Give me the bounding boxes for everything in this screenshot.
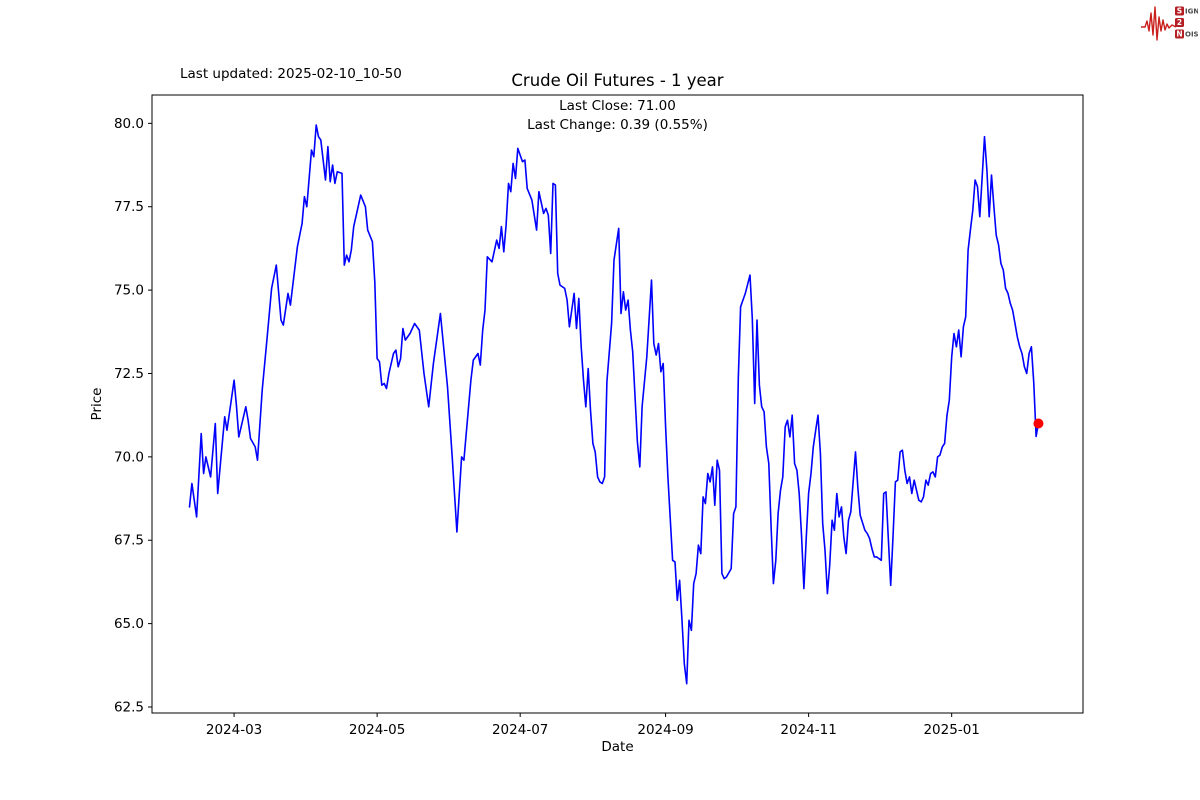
logo-box-n: [1175, 29, 1184, 39]
chart-title: Crude Oil Futures - 1 year: [511, 71, 724, 90]
logo-text: S IGNAL 2 N OISE: [1175, 6, 1198, 39]
y-tick-label: 75.0: [114, 283, 144, 299]
plot-frame: [151, 94, 1084, 714]
price-line: [188, 124, 1040, 685]
x-tick-label: 2024-09: [637, 722, 693, 738]
x-tick-label: 2024-03: [206, 722, 262, 738]
chart-subtitle-last-change: Last Change: 0.39 (0.55%): [527, 117, 708, 133]
x-axis-label: Date: [601, 739, 634, 755]
logo-letter-2: 2: [1177, 18, 1182, 27]
y-axis-label: Price: [89, 387, 105, 421]
y-tick-label: 62.5: [114, 699, 144, 715]
ekg-waveform-icon: [1141, 6, 1177, 41]
logo-box-s: [1175, 6, 1184, 16]
y-tick-label: 77.5: [114, 199, 144, 215]
last-close-marker: [1033, 418, 1044, 429]
x-tick-label: 2024-11: [780, 722, 836, 738]
s2n-logo: S IGNAL 2 N OISE: [1141, 6, 1198, 41]
y-tick-label: 65.0: [114, 616, 144, 632]
x-tick-label: 2024-05: [349, 722, 405, 738]
y-tick-label: 80.0: [114, 116, 144, 132]
logo-letter-n: N: [1176, 30, 1182, 39]
chart-subtitle-last-close: Last Close: 71.00: [559, 98, 676, 114]
logo-word-signal: IGNAL: [1185, 8, 1198, 16]
y-tick-label: 72.5: [114, 366, 144, 382]
last-updated-label: Last updated: 2025-02-10_10-50: [180, 66, 402, 82]
x-tick-label: 2024-07: [492, 722, 548, 738]
logo-word-noise: OISE: [1185, 31, 1198, 39]
x-tick-label: 2025-01: [923, 722, 979, 738]
y-tick-label: 67.5: [114, 533, 144, 549]
y-tick-label: 70.0: [114, 449, 144, 465]
logo-box-2: [1175, 18, 1184, 27]
logo-letter-s: S: [1177, 7, 1182, 16]
